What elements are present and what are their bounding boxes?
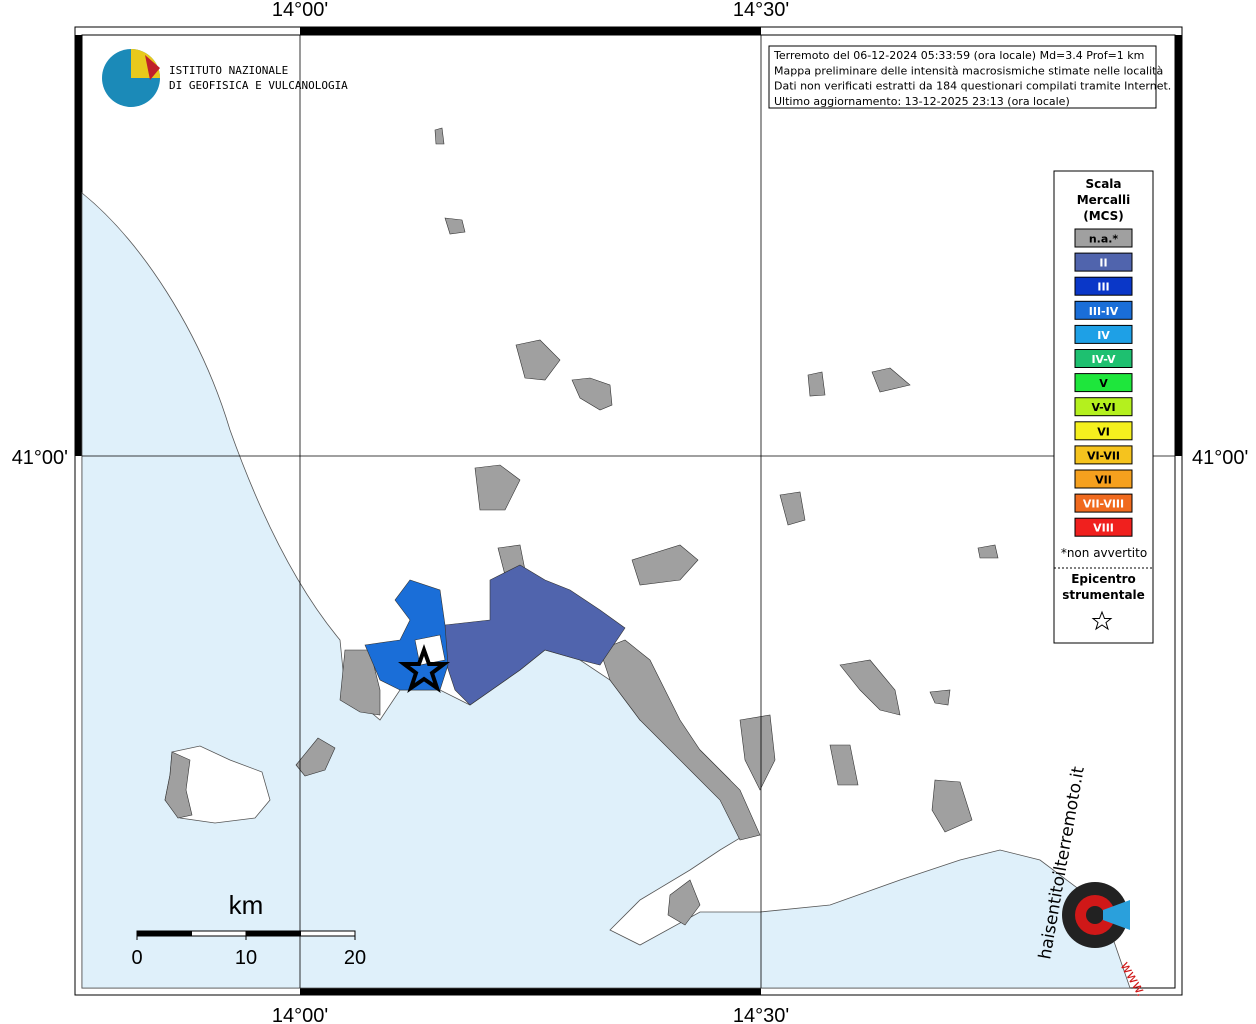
axis-label: 14°00' xyxy=(272,1005,328,1024)
legend-label: III-IV xyxy=(1089,305,1119,318)
legend-label: V xyxy=(1099,377,1108,390)
axis-label: 41°00' xyxy=(1192,447,1248,469)
legend-label: V-VI xyxy=(1091,401,1115,414)
legend-label: IV-V xyxy=(1091,353,1116,366)
legend-note: *non avvertito xyxy=(1061,546,1147,560)
legend-swatch xyxy=(1074,300,1133,320)
legend-label: VI xyxy=(1097,425,1110,438)
land-area xyxy=(931,779,973,833)
legend-title: (MCS) xyxy=(1083,209,1124,223)
land-area xyxy=(779,491,806,526)
scale-bar xyxy=(137,931,192,936)
frame-bar xyxy=(75,35,82,456)
legend-label: VIII xyxy=(1093,522,1114,535)
scale-ticks: 0 10 20 xyxy=(131,931,366,969)
legend-swatch xyxy=(1074,276,1133,296)
info-lines: Terremoto del 06-12-2024 05:33:59 (ora l… xyxy=(773,49,1171,108)
frame-bar xyxy=(300,27,761,35)
info-box xyxy=(768,45,1157,109)
legend-epicenter: Epicentro xyxy=(1071,572,1136,586)
axis-label: 14°30' xyxy=(733,1005,789,1024)
legend-star xyxy=(1091,610,1113,631)
logo-text: DI GEOFISICA E VULCANOLOGIA xyxy=(169,79,348,92)
epicenter-star xyxy=(398,644,450,694)
axis-label: 14°30' xyxy=(733,0,789,21)
legend-swatch xyxy=(1074,445,1133,465)
scale-label: 0 xyxy=(131,947,142,969)
land-area xyxy=(164,751,193,819)
scale-unit: km xyxy=(229,890,264,920)
watermark-icon xyxy=(1086,906,1104,924)
scale-label: 20 xyxy=(344,947,366,969)
legend-label: VI-VII xyxy=(1087,449,1120,462)
land-area xyxy=(631,544,699,586)
scale-label: 10 xyxy=(235,947,257,969)
scale-bar xyxy=(246,931,301,936)
legend-swatch xyxy=(1074,349,1133,368)
legend-swatch xyxy=(1074,421,1133,441)
legend-swatch xyxy=(1074,373,1133,393)
legend-label: n.a.* xyxy=(1089,233,1119,246)
land-area xyxy=(807,371,826,397)
land-area xyxy=(929,689,951,706)
land-area xyxy=(295,737,336,777)
legend-swatch xyxy=(1074,252,1133,272)
legend-epicenter: strumentale xyxy=(1062,588,1145,602)
legend-label: II xyxy=(1099,257,1107,270)
info-line: Mappa preliminare delle intensità macros… xyxy=(774,64,1163,77)
info-line: Ultimo aggiornamento: 13-12-2025 23:13 (… xyxy=(774,95,1070,108)
legend-title: Scala xyxy=(1085,177,1121,191)
land-area xyxy=(474,464,521,511)
legend-swatch xyxy=(1074,469,1133,489)
legend-swatch xyxy=(1074,397,1133,417)
land-area xyxy=(444,217,466,235)
legend-label: IV xyxy=(1097,329,1110,342)
logo-text: ISTITUTO NAZIONALE xyxy=(169,64,288,77)
legend-title: Mercalli xyxy=(1077,193,1131,207)
land-area xyxy=(571,377,613,411)
frame-bar xyxy=(1175,35,1182,456)
info-line: Terremoto del 06-12-2024 05:33:59 (ora l… xyxy=(773,49,1144,62)
legend-swatch xyxy=(1074,517,1133,537)
land-area xyxy=(977,544,999,559)
logo-globe xyxy=(145,55,160,80)
legend-label: VII-VIII xyxy=(1083,498,1124,511)
legend-swatch xyxy=(1074,228,1133,248)
axis-label: 41°00' xyxy=(12,447,68,469)
land-area xyxy=(871,367,911,393)
land-area xyxy=(599,639,761,841)
axis-label: 14°00' xyxy=(272,0,328,21)
land-area xyxy=(667,879,701,926)
legend-label: VII xyxy=(1095,474,1112,487)
legend-swatch xyxy=(1074,493,1133,513)
frame-bar xyxy=(300,988,761,995)
land-area xyxy=(839,659,901,716)
info-line: Dati non verificati estratti da 184 ques… xyxy=(774,80,1171,93)
felt-area xyxy=(444,564,626,706)
land-area xyxy=(829,744,859,786)
land-area xyxy=(434,127,445,145)
land-area xyxy=(739,714,776,791)
watermark-icon xyxy=(1103,900,1130,930)
land-area xyxy=(515,339,561,381)
legend-label: III xyxy=(1097,281,1109,294)
legend: ScalaMercalli(MCS)n.a.*IIIIIIII-IVIVIV-V… xyxy=(1061,177,1147,602)
legend-swatch xyxy=(1074,324,1133,344)
